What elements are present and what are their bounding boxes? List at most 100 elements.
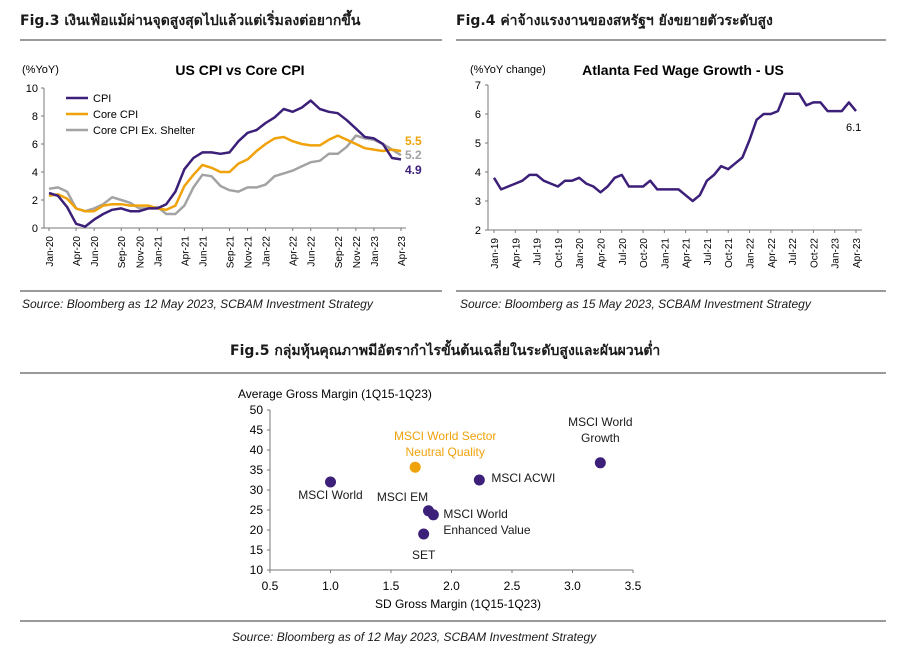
legend-label: CPI: [93, 93, 111, 105]
x-tick-label: Jul-20: [618, 238, 629, 266]
x-tick-label: Jan-22: [746, 238, 757, 269]
y-tick-label: 40: [250, 443, 264, 457]
y-tick-label: 45: [250, 423, 264, 437]
x-tick-label: Apr-22: [767, 238, 778, 268]
y-tick-label: 5: [475, 138, 481, 150]
scatter-point: [427, 509, 439, 521]
x-tick-label: Oct-20: [639, 238, 650, 268]
end-value-label: 4.9: [405, 163, 422, 177]
fig4-heading: Fig.4 ค่าจ้างแรงงานของสหรัฐฯ ยังขยายตัวร…: [456, 13, 773, 29]
scatter-point: [473, 474, 485, 486]
point-label: Neutral Quality: [406, 445, 485, 459]
y-tick-label: 0: [32, 223, 38, 235]
x-tick-label: Jul-22: [788, 238, 799, 266]
x-tick-label: Jan-21: [660, 238, 671, 269]
scatter-point: [594, 457, 606, 469]
x-tick-label: Apr-22: [289, 236, 300, 266]
y-tick-label: 3: [475, 196, 481, 208]
x-tick-label: Jul-19: [533, 238, 544, 266]
fig5-heading: Fig.5 กลุ่มหุ้นคุณภาพมีอัตรากำไรขั้นต้นเ…: [230, 343, 661, 359]
y-tick-label: 10: [250, 563, 264, 577]
y-tick-label: 20: [250, 523, 264, 537]
legend-label: Core CPI Ex. Shelter: [93, 125, 195, 137]
y-tick-label: 10: [26, 83, 38, 95]
end-value-label: 6.1: [846, 122, 861, 134]
fig5-source: Source: Bloomberg as of 12 May 2023, SCB…: [232, 630, 597, 644]
x-tick-label: 0.5: [262, 579, 279, 593]
us-cpi-title: US CPI vs Core CPI: [175, 62, 304, 78]
point-label: MSCI World: [298, 488, 362, 502]
y-tick-label: 30: [250, 483, 264, 497]
y-tick-label: 8: [32, 111, 38, 123]
x-tick-label: Jan-23: [370, 236, 381, 267]
x-tick-label: Jan-20: [45, 236, 56, 267]
point-label: MSCI World: [568, 415, 632, 429]
fig3-rule: [20, 39, 442, 41]
y-tick-label: 25: [250, 503, 264, 517]
x-tick-label: Nov-20: [135, 236, 146, 269]
x-tick-label: 3.0: [564, 579, 581, 593]
scatter-point: [409, 461, 421, 473]
x-tick-label: Jan-21: [153, 236, 164, 267]
x-tick-label: Jan-22: [262, 236, 273, 267]
x-tick-label: Jun-22: [307, 236, 318, 267]
x-tick-label: Oct-21: [724, 238, 735, 268]
y-tick-label: 7: [475, 80, 481, 92]
x-tick-label: Jun-20: [90, 236, 101, 267]
series-line-core-cpi: [48, 134, 402, 213]
fig5-bottom-rule: [20, 620, 886, 622]
x-tick-label: Apr-20: [596, 238, 607, 268]
x-tick-label: Oct-19: [554, 238, 565, 268]
x-tick-label: Nov-22: [352, 236, 363, 269]
x-tick-label: 3.5: [625, 579, 642, 593]
x-tick-label: Jul-21: [703, 238, 714, 266]
x-tick-label: Apr-23: [397, 236, 408, 266]
x-tick-label: Oct-22: [809, 238, 820, 268]
y-tick-label: 35: [250, 463, 264, 477]
x-tick-label: Nov-21: [244, 236, 255, 269]
wage-ylabel: (%YoY change): [470, 64, 546, 76]
x-tick-label: Sep-22: [334, 236, 345, 269]
x-tick-label: Sep-20: [117, 236, 128, 269]
scatter-point: [325, 476, 336, 488]
x-tick-label: Jun-21: [198, 236, 209, 267]
y-tick-label: 6: [32, 139, 38, 151]
x-tick-label: Apr-21: [180, 236, 191, 266]
x-tick-label: Jan-20: [575, 238, 586, 269]
y-tick-label: 6: [475, 109, 481, 121]
fig5-rule: [20, 372, 886, 374]
y-tick-label: 50: [250, 403, 264, 417]
y-tick-label: 15: [250, 543, 264, 557]
x-tick-label: Sep-21: [226, 236, 237, 269]
point-label: Growth: [581, 431, 620, 445]
wage-title: Atlanta Fed Wage Growth - US: [582, 62, 784, 78]
point-label: SET: [412, 548, 436, 562]
fig4-source: Source: Bloomberg as 15 May 2023, SCBAM …: [460, 297, 811, 311]
x-tick-label: Apr-19: [511, 238, 522, 268]
point-label: MSCI ACWI: [491, 471, 555, 485]
x-tick-label: Apr-21: [682, 238, 693, 268]
point-label: MSCI World Sector: [394, 429, 496, 443]
y-tick-label: 2: [475, 225, 481, 237]
fig4-rule: [456, 39, 886, 41]
fig3-heading: Fig.3 เงินเฟ้อแม้ผ่านจุดสูงสุดไปแล้วแต่เ…: [20, 13, 361, 29]
x-tick-label: 1.0: [322, 579, 339, 593]
y-tick-label: 2: [32, 195, 38, 207]
x-tick-label: Jan-23: [831, 238, 842, 269]
x-tick-label: Jan-19: [490, 238, 501, 269]
x-tick-label: 1.5: [383, 579, 400, 593]
x-tick-label: 2.0: [443, 579, 460, 593]
point-label: MSCI World: [443, 507, 507, 521]
legend-label: Core CPI: [93, 109, 138, 121]
x-tick-label: 2.5: [504, 579, 521, 593]
end-value-label: 5.5: [405, 134, 422, 148]
series-line-core-cpi-ex-shelter: [48, 134, 402, 216]
fig4-bottom-rule: [456, 290, 886, 292]
fig3-bottom-rule: [20, 290, 442, 292]
fig3-source: Source: Bloomberg as 12 May 2023, SCBAM …: [22, 297, 373, 311]
scatter-xlabel: SD Gross Margin (1Q15-1Q23): [375, 597, 541, 611]
point-label: MSCI EM: [377, 490, 428, 504]
y-tick-label: 4: [475, 167, 481, 179]
